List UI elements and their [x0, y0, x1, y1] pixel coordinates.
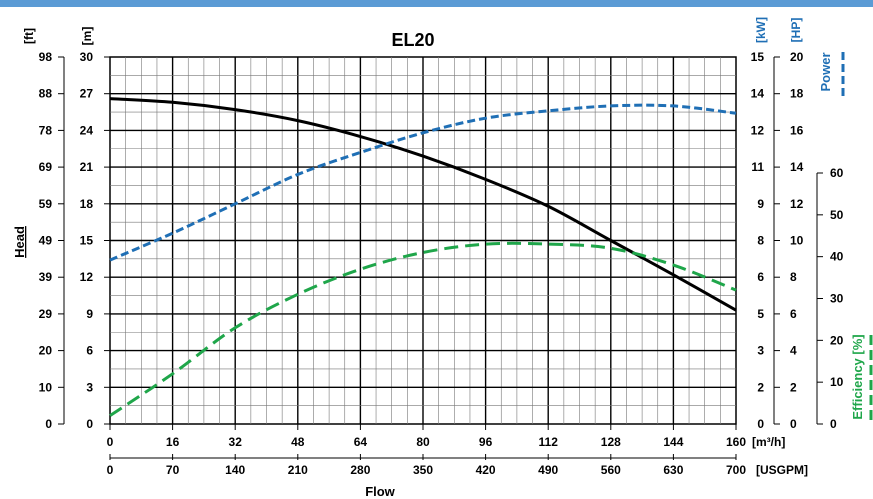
ft-tick-label: 49	[39, 234, 53, 248]
hp-tick-label: 4	[790, 344, 797, 358]
m-tick-label: 6	[86, 344, 93, 358]
m-tick-label: 0	[86, 417, 93, 431]
ft-tick-label: 0	[45, 417, 52, 431]
hp-tick-label: 16	[790, 123, 804, 137]
x-axis-title: Flow	[365, 484, 395, 499]
m3h-tick-label: 0	[107, 435, 114, 449]
ft-tick-label: 10	[39, 380, 53, 394]
kw-tick-label: 8	[757, 234, 764, 248]
m-tick-label: 18	[80, 197, 94, 211]
kw-tick-label: 15	[751, 50, 765, 64]
ft-tick-label: 20	[39, 344, 53, 358]
m-tick-label: 21	[80, 160, 94, 174]
efficiency-tick-label: 40	[830, 250, 844, 264]
legend-marks	[841, 52, 873, 420]
efficiency-tick-label: 20	[830, 333, 844, 347]
labels: EL20 Flow Head [ft] [m] [kW] [HP] Power …	[12, 17, 865, 499]
m3h-tick-label: 16	[166, 435, 180, 449]
ft-tick-label: 29	[39, 307, 53, 321]
efficiency-tick-label: 0	[830, 417, 837, 431]
kw-tick-label: 2	[757, 380, 764, 394]
m-unit-label: [m]	[80, 27, 94, 46]
ft-tick-label: 98	[39, 50, 53, 64]
m-tick-label: 24	[80, 123, 94, 137]
m3h-unit-label: [m³/h]	[752, 435, 785, 449]
kw-tick-label: 14	[751, 87, 765, 101]
efficiency-tick-label: 50	[830, 208, 844, 222]
usgpm-tick-label: 560	[601, 463, 621, 477]
m-tick-label: 3	[86, 380, 93, 394]
usgpm-tick-label: 630	[663, 463, 683, 477]
m3h-tick-label: 112	[539, 435, 559, 449]
grid	[109, 56, 737, 425]
m3h-tick-label: 32	[229, 435, 243, 449]
m-tick-label: 9	[86, 307, 93, 321]
ft-tick-label: 39	[39, 270, 53, 284]
ft-tick-label: 88	[39, 87, 53, 101]
kw-tick-label: 3	[757, 344, 764, 358]
m3h-tick-label: 128	[601, 435, 621, 449]
usgpm-tick-label: 700	[726, 463, 746, 477]
efficiency-curve	[109, 241, 737, 417]
power-legend-label: Power	[818, 52, 833, 91]
axes: 0369121518212427300102029394959697888980…	[39, 50, 844, 477]
usgpm-tick-label: 490	[538, 463, 558, 477]
curves	[109, 97, 737, 417]
hp-tick-label: 20	[790, 50, 804, 64]
usgpm-tick-label: 280	[350, 463, 370, 477]
m-tick-label: 12	[80, 270, 94, 284]
hp-unit-label: [HP]	[789, 18, 803, 43]
kw-tick-label: 5	[757, 307, 764, 321]
hp-tick-label: 12	[790, 197, 804, 211]
kw-tick-label: 12	[751, 123, 765, 137]
m3h-tick-label: 144	[663, 435, 683, 449]
m3h-tick-label: 160	[726, 435, 746, 449]
usgpm-tick-label: 420	[476, 463, 496, 477]
usgpm-tick-label: 350	[413, 463, 433, 477]
efficiency-tick-label: 30	[830, 292, 844, 306]
kw-unit-label: [kW]	[754, 17, 768, 43]
hp-tick-label: 8	[790, 270, 797, 284]
m-tick-label: 30	[80, 50, 94, 64]
ft-tick-label: 59	[39, 197, 53, 211]
ft-tick-label: 69	[39, 160, 53, 174]
chart-title: EL20	[391, 30, 434, 50]
m3h-tick-label: 96	[479, 435, 493, 449]
top-accent-bar	[0, 0, 873, 7]
efficiency-tick-label: 60	[830, 166, 844, 180]
hp-tick-label: 2	[790, 380, 797, 394]
m-tick-label: 15	[80, 234, 94, 248]
power-curve	[109, 103, 737, 262]
usgpm-tick-label: 210	[288, 463, 308, 477]
hp-tick-label: 10	[790, 234, 804, 248]
usgpm-tick-label: 0	[107, 463, 114, 477]
efficiency-tick-label: 10	[830, 375, 844, 389]
m3h-tick-label: 80	[416, 435, 430, 449]
efficiency-legend-label: Efficiency [%]	[850, 334, 865, 419]
ft-tick-label: 78	[39, 123, 53, 137]
y-axis-title: Head	[12, 226, 27, 258]
kw-tick-label: 9	[757, 197, 764, 211]
kw-tick-label: 11	[751, 160, 764, 174]
kw-tick-label: 6	[757, 270, 764, 284]
m3h-tick-label: 48	[291, 435, 305, 449]
hp-tick-label: 6	[790, 307, 797, 321]
hp-tick-label: 0	[790, 417, 797, 431]
hp-tick-label: 18	[790, 87, 804, 101]
usgpm-tick-label: 70	[166, 463, 180, 477]
usgpm-tick-label: 140	[225, 463, 245, 477]
hp-tick-label: 14	[790, 160, 804, 174]
m-tick-label: 27	[80, 87, 94, 101]
usgpm-unit-label: [USGPM]	[756, 463, 808, 477]
m3h-tick-label: 64	[354, 435, 368, 449]
kw-tick-label: 0	[757, 417, 764, 431]
ft-unit-label: [ft]	[22, 28, 36, 44]
